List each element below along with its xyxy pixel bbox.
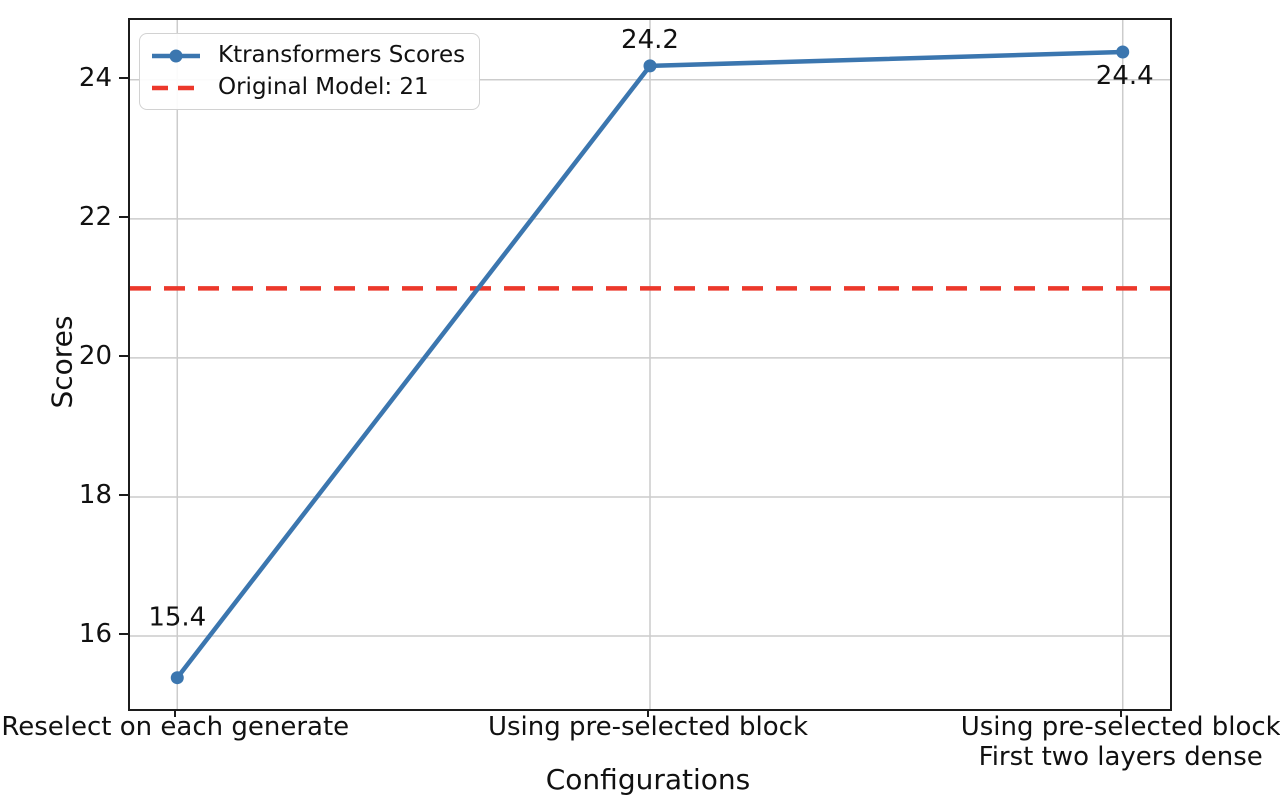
- chart-svg: 15.4 24.2 24.4: [130, 20, 1170, 709]
- data-point: [643, 59, 657, 73]
- y-tick-label: 16: [78, 618, 112, 649]
- y-tick-mark: [119, 493, 128, 496]
- x-tick-mark: [174, 709, 177, 717]
- point-label: 15.4: [148, 603, 206, 633]
- plot-area: 15.4 24.2 24.4: [128, 18, 1172, 711]
- data-point: [1116, 45, 1130, 59]
- data-point: [170, 671, 184, 685]
- legend-item-original-model: Original Model: 21: [150, 75, 465, 100]
- x-tick-label: Using pre-selected block First two layer…: [960, 712, 1280, 772]
- line-marker-icon: [152, 49, 200, 62]
- legend-marker-sample: [169, 49, 183, 62]
- point-label: 24.2: [621, 25, 679, 55]
- legend: Ktransformers Scores Original Model: 21: [139, 33, 481, 110]
- x-axis-label: Configurations: [545, 763, 751, 796]
- x-tick-mark: [647, 709, 649, 717]
- dashed-line-icon: [152, 85, 200, 90]
- x-tick-label: Using pre-selected block: [487, 712, 809, 742]
- y-tick-label: 18: [78, 479, 112, 510]
- y-tick-mark: [119, 354, 128, 357]
- y-tick-label: 24: [78, 62, 112, 93]
- y-tick-label: 20: [78, 340, 112, 371]
- y-tick-mark: [119, 215, 128, 218]
- x-tick-mark: [1119, 709, 1122, 717]
- x-tick-label: Reselect on each generate: [1, 712, 350, 742]
- y-tick-mark: [119, 632, 128, 635]
- legend-label: Original Model: 21: [218, 74, 429, 100]
- y-tick-label: 22: [78, 201, 112, 232]
- point-label: 24.4: [1096, 61, 1154, 91]
- y-tick-mark: [119, 76, 128, 79]
- legend-label: Ktransformers Scores: [218, 42, 466, 68]
- legend-item-ktransformers-scores: Ktransformers Scores: [150, 43, 465, 68]
